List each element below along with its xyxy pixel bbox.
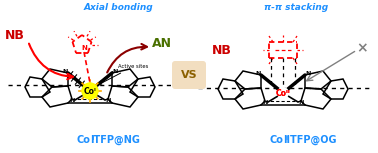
- Text: NB: NB: [212, 43, 232, 56]
- Text: Co: Co: [269, 135, 283, 145]
- Text: Coᴵᴵ: Coᴵᴵ: [276, 88, 290, 97]
- Text: ITFP@NG: ITFP@NG: [90, 135, 140, 145]
- Text: N: N: [255, 71, 261, 75]
- Text: Coᴵ: Coᴵ: [84, 86, 96, 95]
- Text: N: N: [81, 45, 87, 51]
- Text: N: N: [62, 69, 68, 73]
- Text: N: N: [305, 71, 311, 75]
- Text: Coᴵᴵ: Coᴵᴵ: [276, 88, 290, 97]
- Text: VS: VS: [181, 70, 197, 80]
- Text: NB: NB: [5, 28, 25, 41]
- Text: Co: Co: [76, 135, 90, 145]
- Text: Active sites: Active sites: [99, 64, 149, 84]
- Circle shape: [82, 83, 98, 99]
- Text: II: II: [285, 136, 289, 141]
- Circle shape: [277, 87, 289, 99]
- Text: I: I: [91, 136, 93, 141]
- Text: IITFP@OG: IITFP@OG: [283, 135, 336, 145]
- Text: ×: ×: [356, 41, 368, 55]
- Text: N: N: [69, 99, 75, 103]
- Text: N: N: [262, 101, 268, 106]
- Text: N: N: [105, 99, 111, 103]
- Text: N: N: [112, 69, 118, 73]
- FancyBboxPatch shape: [172, 61, 206, 89]
- Text: π-π stacking: π-π stacking: [264, 3, 328, 12]
- Text: Axial bonding: Axial bonding: [83, 3, 153, 12]
- Text: N: N: [298, 101, 304, 106]
- Text: AN: AN: [152, 37, 172, 50]
